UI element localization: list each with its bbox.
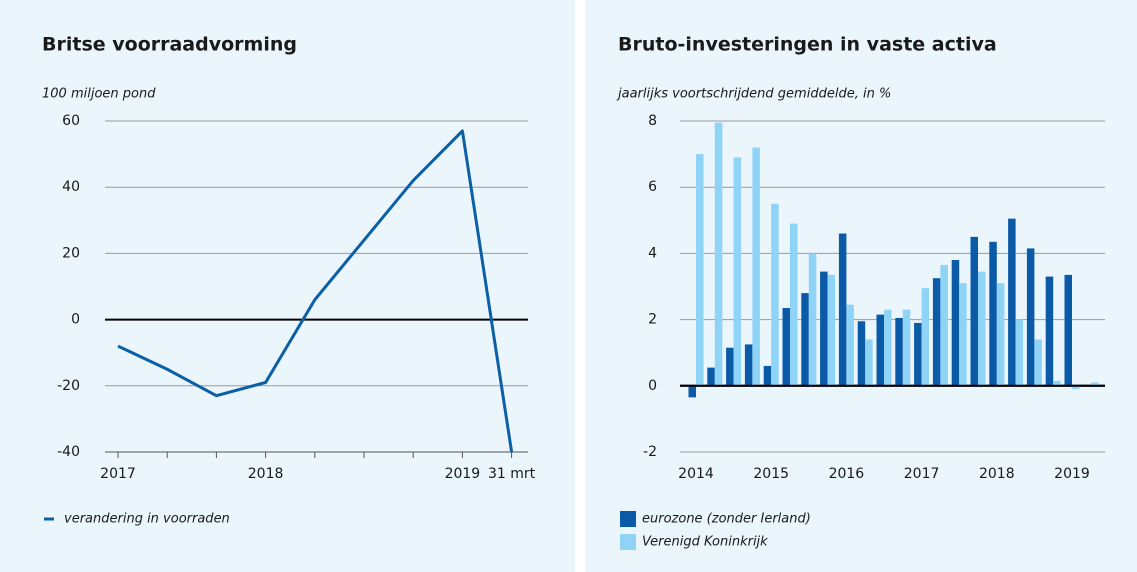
bar <box>895 317 903 386</box>
y-tick-label: 0 <box>648 378 657 394</box>
bar <box>782 308 790 386</box>
bar <box>902 309 911 386</box>
bar <box>696 154 704 386</box>
y-tick-label: -40 <box>57 444 80 460</box>
bar <box>1026 248 1035 386</box>
legend-label: eurozone (zonder Ierland) <box>642 512 811 527</box>
bar <box>808 253 817 386</box>
legend-label: Verenigd Koninkrijk <box>642 535 768 550</box>
y-tick-label: 0 <box>71 312 80 328</box>
x-tick-label: 2014 <box>678 466 714 482</box>
bar <box>1064 274 1072 386</box>
bar <box>1053 380 1061 386</box>
legend-swatch <box>620 511 636 527</box>
bar <box>1090 382 1099 386</box>
x-tick-label: 2017 <box>904 466 940 482</box>
bar <box>726 347 734 386</box>
bar <box>801 293 809 386</box>
x-tick-label: 2015 <box>753 466 789 482</box>
bar <box>827 274 836 386</box>
bar <box>1045 276 1054 386</box>
bar <box>1034 339 1042 386</box>
bar <box>932 278 941 386</box>
bar <box>820 271 828 386</box>
y-tick-label: -20 <box>57 378 80 394</box>
axis-unit: 100 miljoen pond <box>42 87 156 102</box>
bar <box>940 264 948 386</box>
y-tick-label: 2 <box>648 312 657 328</box>
x-tick-label: 2016 <box>829 466 865 482</box>
bar <box>714 122 723 386</box>
bar <box>989 241 997 386</box>
bar <box>838 233 847 386</box>
bar <box>951 260 960 386</box>
bar <box>752 147 760 386</box>
y-tick-label: -2 <box>643 444 657 460</box>
y-tick-label: 8 <box>648 113 657 129</box>
panel-right <box>585 0 1137 572</box>
bar <box>733 157 742 386</box>
x-tick-label: 2019 <box>1054 466 1090 482</box>
chart-title: Britse voorraadvorming <box>42 34 297 56</box>
bar <box>744 344 753 386</box>
y-tick-label: 4 <box>648 245 657 261</box>
bar <box>996 283 1005 386</box>
bar <box>707 367 715 386</box>
x-tick-label: 2018 <box>248 466 284 482</box>
bar <box>857 321 866 386</box>
y-tick-label: 6 <box>648 179 657 195</box>
x-tick-label: 2018 <box>979 466 1015 482</box>
bar <box>959 283 967 386</box>
line-series <box>117 129 514 453</box>
bar <box>688 385 696 398</box>
bar <box>1015 319 1024 386</box>
x-tick-label: 2017 <box>100 466 136 482</box>
chart-title: Bruto-investeringen in vaste activa <box>618 34 997 56</box>
bar <box>970 236 978 386</box>
bar <box>790 223 798 386</box>
bar <box>884 309 892 386</box>
bar <box>914 322 922 386</box>
legend-label: verandering in voorraden <box>64 512 230 527</box>
y-tick-label: 40 <box>62 179 80 195</box>
bar <box>865 339 873 386</box>
bar <box>771 203 779 386</box>
bar <box>978 271 986 386</box>
x-tick-label: 2019 <box>445 466 481 482</box>
axis-unit: jaarlijks voortschrijdend gemiddelde, in… <box>616 87 891 102</box>
y-tick-label: 20 <box>62 245 80 261</box>
panel-left <box>0 0 575 572</box>
y-tick-label: 60 <box>62 113 80 129</box>
bar <box>846 304 854 386</box>
x-tick-label: 31 mrt <box>488 466 536 482</box>
bar <box>921 288 930 386</box>
legend-swatch <box>620 534 636 550</box>
bar <box>1072 385 1080 390</box>
bar <box>1008 218 1016 386</box>
bar <box>876 314 884 386</box>
bar <box>763 365 772 386</box>
